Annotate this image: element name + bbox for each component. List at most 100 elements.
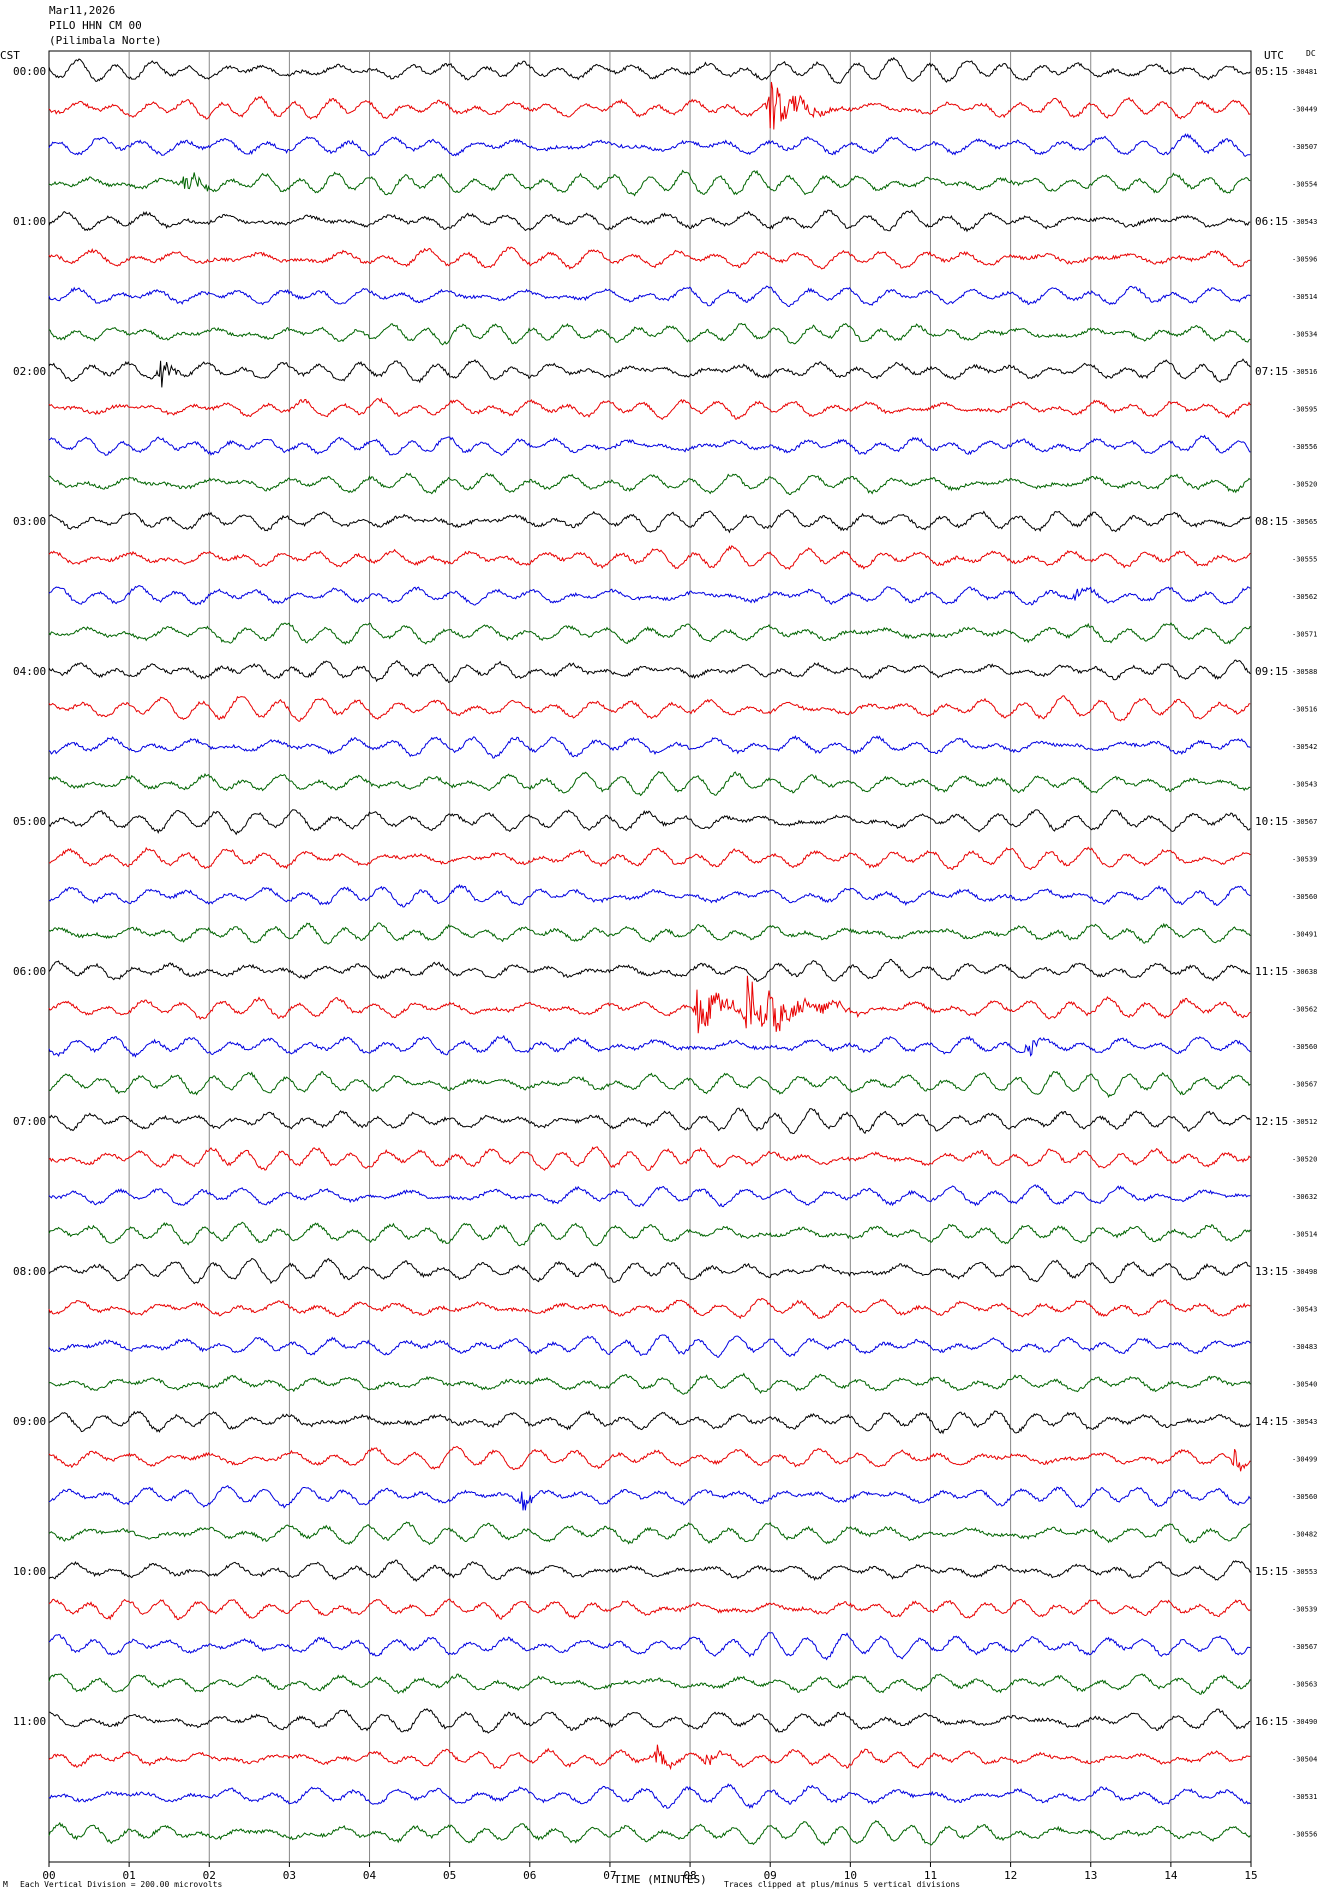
utc-hour-label: 08:15: [1255, 515, 1288, 528]
x-tick-label: 06: [523, 1869, 536, 1882]
dc-value: -30560: [1292, 1493, 1317, 1501]
dc-value: -30565: [1292, 518, 1317, 526]
x-tick-label: 02: [203, 1869, 216, 1882]
dc-value: -30516: [1292, 368, 1317, 376]
dc-value: -30498: [1292, 1268, 1317, 1276]
x-tick-label: 00: [42, 1869, 55, 1882]
dc-value: -30520: [1292, 1156, 1317, 1164]
trace-14: [48, 585, 1251, 606]
right-timezone-label: UTC: [1264, 49, 1284, 62]
dc-value: -30571: [1292, 631, 1317, 639]
trace-41: [48, 1598, 1251, 1621]
dc-value: -30534: [1292, 331, 1317, 339]
utc-hour-label: 07:15: [1255, 365, 1288, 378]
dc-value: -30490: [1292, 1718, 1317, 1726]
utc-hour-label: 16:15: [1255, 1715, 1288, 1728]
cst-hour-label: 04:00: [13, 665, 46, 678]
trace-20: [48, 809, 1251, 836]
dc-value: -30595: [1292, 406, 1317, 414]
trace-43: [48, 1673, 1251, 1695]
dc-value: -30512: [1292, 1118, 1317, 1126]
dc-value: -30543: [1292, 218, 1317, 226]
clip-note: Traces clipped at plus/minus 5 vertical …: [724, 1880, 961, 1889]
dc-value: -30482: [1292, 1531, 1317, 1539]
dc-value: -30560: [1292, 1043, 1317, 1051]
cst-hour-label: 03:00: [13, 515, 46, 528]
dc-value: -30567: [1292, 1643, 1317, 1651]
dc-value: -30542: [1292, 743, 1317, 751]
utc-hour-label: 05:15: [1255, 65, 1288, 78]
trace-26: [48, 1034, 1251, 1058]
cst-hour-label: 02:00: [13, 365, 46, 378]
x-tick-label: 14: [1164, 1869, 1178, 1882]
dc-value: -30499: [1292, 1456, 1317, 1464]
trace-44: [49, 1708, 1251, 1734]
trace-29: [48, 1146, 1251, 1171]
dc-value: -30514: [1292, 1231, 1317, 1239]
utc-hour-label: 11:15: [1255, 965, 1288, 978]
trace-16: [48, 659, 1251, 684]
dc-label: DC: [1306, 49, 1316, 58]
trace-23: [48, 922, 1251, 945]
trace-37: [48, 1445, 1251, 1472]
header-date: Mar11,2026: [49, 4, 116, 17]
trace-35: [48, 1372, 1251, 1395]
trace-5: [48, 246, 1251, 270]
cst-hour-label: 06:00: [13, 965, 46, 978]
trace-21: [48, 846, 1251, 871]
trace-6: [48, 285, 1251, 308]
x-tick-label: 12: [1004, 1869, 1017, 1882]
utc-hour-label: 13:15: [1255, 1265, 1288, 1278]
trace-8: [48, 358, 1251, 388]
trace-25: [48, 975, 1251, 1034]
trace-3: [48, 169, 1251, 197]
trace-15: [48, 622, 1251, 646]
trace-46: [48, 1783, 1251, 1810]
cst-hour-label: 08:00: [13, 1265, 46, 1278]
utc-hour-label: 10:15: [1255, 815, 1288, 828]
header-station: PILO HHN CM 00: [49, 19, 142, 32]
trace-45: [48, 1744, 1251, 1771]
dc-value: -30638: [1292, 968, 1317, 976]
utc-hour-label: 06:15: [1255, 215, 1288, 228]
trace-39: [48, 1521, 1251, 1546]
scale-note: Each Vertical Division = 200.00 microvol…: [20, 1880, 223, 1889]
trace-11: [48, 472, 1251, 496]
dc-value: -30543: [1292, 1418, 1317, 1426]
utc-hour-label: 15:15: [1255, 1565, 1288, 1578]
x-tick-label: 08: [683, 1869, 696, 1882]
trace-28: [48, 1107, 1251, 1135]
utc-hour-label: 12:15: [1255, 1115, 1288, 1128]
trace-33: [48, 1297, 1251, 1320]
x-tick-label: 10: [844, 1869, 857, 1882]
dc-value: -30562: [1292, 593, 1317, 601]
dc-value: -30556: [1292, 1831, 1317, 1839]
trace-34: [48, 1334, 1251, 1358]
trace-4: [48, 209, 1251, 233]
dc-value: -30543: [1292, 1306, 1317, 1314]
x-tick-label: 11: [924, 1869, 937, 1882]
cst-hour-label: 01:00: [13, 215, 46, 228]
dc-value: -30531: [1292, 1793, 1317, 1801]
dc-value: -30539: [1292, 856, 1317, 864]
header-location: (Pilimbala Norte): [49, 34, 162, 47]
dc-value: -30514: [1292, 293, 1317, 301]
trace-38: [48, 1485, 1251, 1511]
trace-36: [48, 1410, 1251, 1435]
dc-value: -30562: [1292, 1006, 1317, 1014]
plot-frame: [48, 50, 1252, 1863]
x-axis-label: TIME (MINUTES): [614, 1873, 707, 1886]
trace-27: [48, 1070, 1251, 1099]
trace-19: [48, 771, 1251, 797]
trace-40: [48, 1559, 1251, 1582]
trace-30: [48, 1184, 1251, 1208]
dc-value: -30567: [1292, 818, 1317, 826]
corner-mark: M: [3, 1880, 8, 1889]
cst-hour-label: 09:00: [13, 1415, 46, 1428]
dc-value: -30563: [1292, 1681, 1317, 1689]
dc-value: -30567: [1292, 1081, 1317, 1089]
trace-17: [48, 695, 1251, 722]
trace-42: [48, 1631, 1251, 1661]
dc-value: -30483: [1292, 1343, 1317, 1351]
dc-value: -30449: [1292, 106, 1317, 114]
